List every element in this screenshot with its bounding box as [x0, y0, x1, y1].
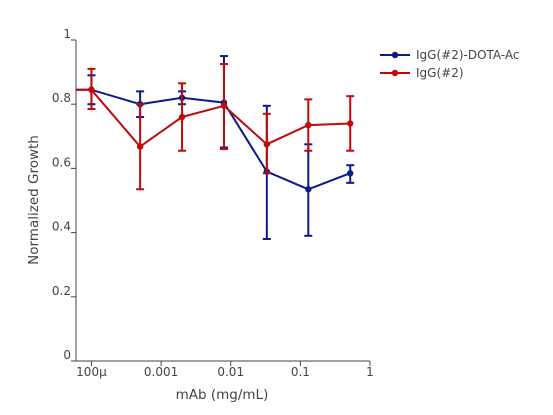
legend-swatch-marker: [391, 69, 399, 77]
data-point: [305, 186, 312, 193]
x-axis-title: mAb (mg/mL): [176, 387, 269, 403]
x-tick-label: 1: [366, 365, 374, 379]
data-point: [220, 102, 228, 110]
y-tick-label: 0.8: [52, 91, 71, 105]
legend-item[interactable]: IgG(#2)-DOTA-Ac: [380, 48, 520, 62]
x-tick-label: 0.1: [291, 365, 310, 379]
series-layer: [76, 55, 355, 241]
y-tick-label: 0.2: [52, 284, 71, 298]
x-tick-label: 100μ: [76, 365, 107, 379]
y-tick-label: 0.6: [52, 155, 71, 169]
data-point: [305, 121, 312, 129]
legend-swatch-marker: [391, 51, 399, 59]
series-2: [76, 63, 355, 191]
y-tick-label: 0: [63, 348, 71, 362]
x-tick-label: 0.001: [144, 365, 178, 379]
series-1: [76, 55, 355, 241]
data-point: [178, 113, 186, 121]
legend-label: IgG(#2)-DOTA-Ac: [416, 48, 520, 62]
y-axis-title: Normalized Growth: [26, 135, 42, 265]
series-line: [76, 88, 351, 191]
series-line: [76, 88, 351, 148]
axes: 0 0.2 0.4 0.6 0.8 1 100μ 0.001 0.01 0.1 1: [52, 27, 374, 379]
x-tick-label: 0.01: [217, 365, 244, 379]
legend-item[interactable]: IgG(#2): [380, 66, 464, 80]
data-point: [136, 143, 144, 150]
y-tick-label: 1: [63, 27, 71, 41]
data-point: [347, 170, 354, 177]
data-point: [347, 120, 354, 127]
data-point: [263, 141, 271, 148]
legend-label: IgG(#2): [416, 66, 464, 80]
legend[interactable]: IgG(#2)-DOTA-Ac IgG(#2): [380, 48, 520, 80]
y-tick-label: 0.4: [52, 220, 71, 234]
data-point: [88, 86, 95, 93]
